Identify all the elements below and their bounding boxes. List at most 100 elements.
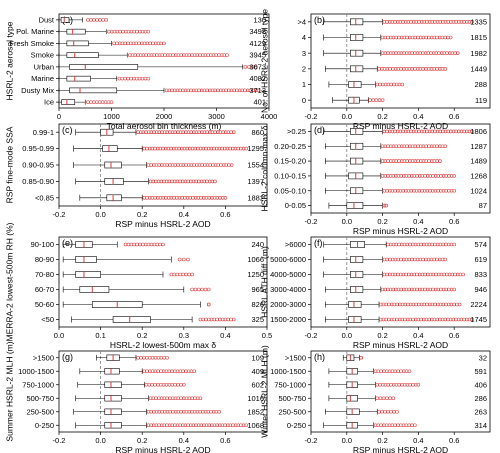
outlier-point <box>183 179 188 184</box>
x-tick-label: 3000 <box>208 112 225 121</box>
count-label: 406 <box>474 380 487 389</box>
outlier-point <box>451 317 456 322</box>
outlier-point <box>179 53 183 57</box>
outlier-point <box>439 287 443 292</box>
outlier-point <box>213 130 217 134</box>
outlier-point <box>142 146 147 151</box>
y-tick-label: 90-100 <box>31 240 54 249</box>
outlier-point <box>221 130 225 134</box>
y-axis-label: RSP fine-mode SSA <box>4 126 14 203</box>
outlier-point <box>381 317 386 322</box>
outlier-point <box>443 20 448 24</box>
outlier-point <box>202 423 206 428</box>
outlier-point <box>186 423 190 428</box>
outlier-point <box>449 129 453 134</box>
y-tick-label: 0.20-0.25 <box>274 142 306 151</box>
outlier-point <box>438 188 443 193</box>
plot-frame <box>310 236 491 328</box>
outlier-point <box>168 53 173 57</box>
count-label: 1882 <box>247 193 264 202</box>
count-label: 288 <box>474 80 487 89</box>
outlier-point <box>449 20 453 24</box>
outlier-point <box>425 20 429 24</box>
plot-frame <box>58 13 270 109</box>
count-label: 1250 <box>247 270 264 279</box>
outlier-point <box>449 174 454 178</box>
outlier-point <box>418 51 422 55</box>
count-label: 32 <box>479 353 487 362</box>
box <box>350 49 364 57</box>
outlier-point <box>379 317 383 322</box>
outlier-point <box>136 53 140 57</box>
panel-label: (e) <box>62 238 73 248</box>
outlier-point <box>398 129 403 134</box>
y-tick-label: 500-750 <box>26 394 54 403</box>
outlier-point <box>438 129 443 134</box>
outlier-point <box>146 423 151 428</box>
x-tick-label: 4000 <box>261 112 278 121</box>
x-axis-label: RSP minus HSRL-2 AOD <box>353 226 448 236</box>
count-label: 1024 <box>470 186 487 195</box>
outlier-point <box>146 29 151 34</box>
outlier-point <box>394 51 398 55</box>
outlier-point <box>86 100 90 104</box>
outlier-point <box>225 146 230 151</box>
y-tick-label: >6000 <box>285 240 306 249</box>
outlier-point <box>231 317 236 322</box>
outlier-point <box>390 188 395 193</box>
outlier-point <box>138 53 143 57</box>
panel-c: (c) -0.2 0.0 0.2 0.4 0.6 RSP minus HSRL-2 AOD R… <box>4 123 268 229</box>
outlier-point <box>194 163 199 167</box>
outlier-point <box>202 130 207 134</box>
x-tick-label: 1000 <box>103 112 120 121</box>
outlier-point <box>439 51 444 55</box>
outlier-point <box>413 423 417 428</box>
box <box>112 316 151 323</box>
outlier-point <box>183 423 188 428</box>
outlier-point <box>117 76 122 81</box>
outlier-point <box>467 20 472 24</box>
x-tick-label: -0.2 <box>53 436 66 445</box>
box <box>75 256 97 263</box>
outlier-point <box>451 20 456 24</box>
x-tick-label: -0.2 <box>53 210 66 219</box>
outlier-point <box>160 53 165 57</box>
outlier-point <box>197 130 201 134</box>
outlier-point <box>186 179 190 184</box>
outlier-point <box>190 287 194 292</box>
outlier-point <box>216 163 221 167</box>
outlier-point <box>184 272 188 277</box>
outlier-point <box>425 129 429 134</box>
plot-frame <box>310 13 491 109</box>
count-label: 314 <box>474 421 487 430</box>
outlier-point <box>223 196 228 200</box>
outlier-point <box>435 317 439 322</box>
outlier-point <box>416 317 421 322</box>
outlier-point <box>150 355 155 360</box>
outlier-point <box>178 163 183 167</box>
outlier-point <box>158 242 162 247</box>
outlier-point <box>423 51 428 55</box>
outlier-point <box>391 174 396 178</box>
outlier-point <box>215 130 220 134</box>
x-tick-label: 0.2 <box>377 112 387 121</box>
outlier-point <box>435 129 440 134</box>
outlier-point <box>207 179 212 184</box>
panel-g: (g) -0.2 0.0 0.2 0.4 0.6 RSP minus HSRL-2 AOD S… <box>4 341 268 453</box>
outlier-point <box>438 317 442 322</box>
y-tick-label: 0.15-0.20 <box>274 157 306 166</box>
outlier-point <box>241 423 246 428</box>
count-label: 1982 <box>470 49 487 58</box>
outlier-point <box>407 174 411 178</box>
outlier-point <box>390 20 395 24</box>
outlier-point <box>393 20 397 24</box>
outlier-point <box>470 129 474 134</box>
outlier-point <box>170 423 175 428</box>
outlier-point <box>385 129 389 134</box>
y-tick-label: 1500-2000 <box>270 315 306 324</box>
y-tick-label: Urban <box>34 62 54 71</box>
outlier-point <box>228 146 232 151</box>
x-tick-label: 0 <box>57 112 61 121</box>
count-label: 1489 <box>470 157 487 166</box>
